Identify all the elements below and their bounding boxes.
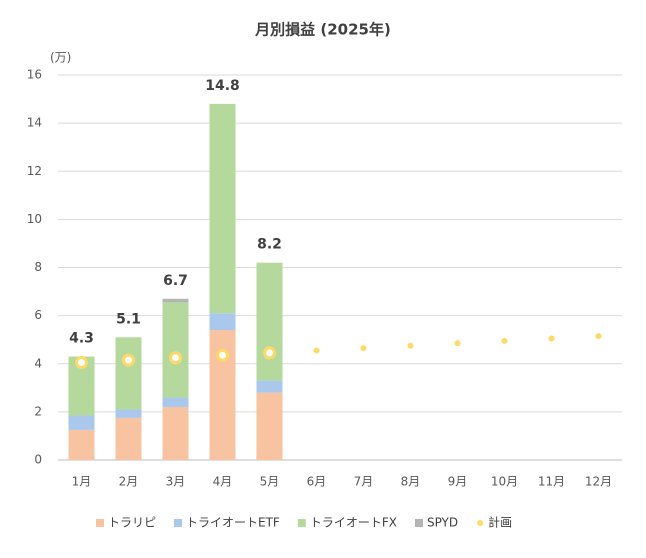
x-tick-label: 7月	[354, 475, 374, 489]
legend-swatch	[414, 519, 423, 527]
plan-point	[122, 353, 135, 367]
y-tick-label: 12	[27, 164, 42, 178]
bar-segment	[162, 302, 189, 398]
chart-title: 月別損益 (2025年)	[254, 21, 391, 39]
bar-segment	[256, 392, 283, 460]
bar-segment	[115, 409, 142, 418]
legend-swatch	[174, 519, 183, 527]
plan-point	[595, 333, 602, 340]
plan-point	[169, 351, 182, 365]
y-tick-label: 14	[27, 116, 42, 130]
y-tick-label: 10	[27, 212, 42, 226]
legend-swatch	[477, 520, 484, 526]
legend-label: トライオートFX	[310, 516, 397, 530]
plan-point	[313, 347, 320, 354]
y-tick-label: 6	[34, 308, 42, 322]
x-tick-label: 12月	[585, 475, 612, 489]
x-tick-label: 1月	[72, 475, 92, 489]
legend-swatch	[297, 519, 306, 527]
plan-point	[501, 337, 508, 344]
bar-segment	[162, 407, 189, 460]
total-label: 8.2	[257, 237, 282, 253]
legend-label: 計画	[488, 515, 512, 530]
legend-swatch	[96, 519, 104, 527]
bar-segment	[115, 337, 142, 410]
y-axis-label: (万)	[50, 51, 71, 65]
x-tick-label: 4月	[213, 475, 233, 489]
y-tick-label: 0	[34, 453, 42, 467]
bar-segment	[115, 417, 142, 460]
bar-segment	[68, 415, 95, 430]
plan-point	[75, 356, 88, 370]
total-label: 14.8	[205, 78, 240, 94]
x-tick-label: 11月	[538, 475, 565, 489]
bar-segment	[256, 380, 283, 393]
legend-label: トライオートETF	[186, 516, 280, 530]
plan-point	[454, 340, 461, 347]
plan-point	[263, 346, 276, 360]
total-label: 5.1	[116, 311, 141, 327]
plan-point	[216, 348, 229, 362]
x-tick-label: 3月	[166, 475, 186, 489]
legend-label: SPYD	[427, 516, 458, 530]
x-tick-label: 5月	[260, 475, 280, 489]
y-tick-label: 8	[34, 260, 42, 274]
x-tick-label: 6月	[307, 475, 327, 489]
x-tick-label: 2月	[119, 475, 139, 489]
legend-label: トラリピ	[108, 516, 156, 530]
bar-segment	[209, 313, 236, 331]
total-label: 4.3	[69, 331, 94, 347]
x-tick-label: 8月	[401, 475, 421, 489]
x-tick-label: 9月	[448, 475, 468, 489]
y-tick-label: 16	[27, 68, 42, 82]
bar-segment	[162, 298, 189, 303]
bar-segment	[256, 262, 283, 381]
bar-segment	[162, 397, 189, 408]
x-tick-label: 10月	[491, 475, 518, 489]
plan-point	[548, 335, 555, 342]
total-label: 6.7	[163, 273, 188, 289]
y-tick-label: 4	[34, 356, 42, 370]
plan-point	[360, 345, 367, 352]
bar-segment	[68, 429, 95, 460]
plan-point	[407, 342, 414, 349]
y-tick-label: 2	[34, 404, 42, 418]
bar-segment	[209, 103, 236, 314]
